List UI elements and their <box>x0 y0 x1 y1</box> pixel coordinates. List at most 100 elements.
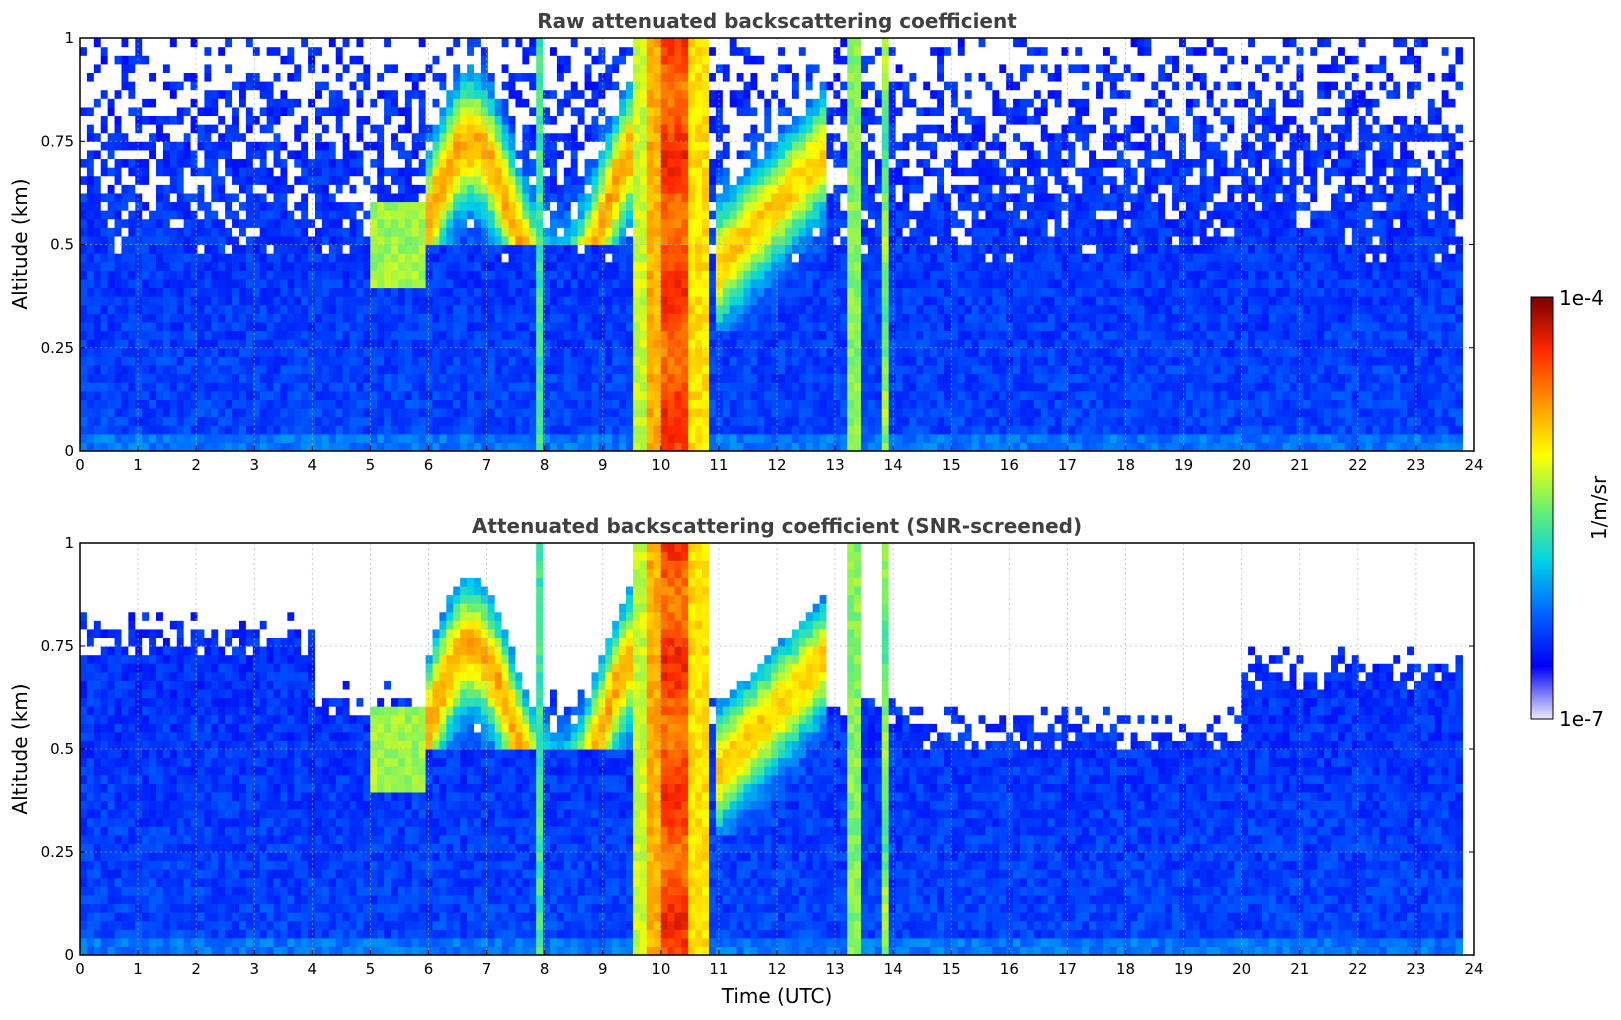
heatmap-cell <box>494 304 503 314</box>
heatmap-cell <box>515 253 523 263</box>
heatmap-cell <box>128 373 136 383</box>
heatmap-cell <box>681 390 689 400</box>
heatmap-cell <box>245 46 254 56</box>
heatmap-cell <box>321 55 330 65</box>
heatmap-cell <box>467 184 475 194</box>
heatmap-cell <box>218 218 226 228</box>
heatmap-cell <box>473 175 482 185</box>
heatmap-cell <box>183 184 192 194</box>
heatmap-cell <box>280 364 288 375</box>
heatmap-cell <box>245 253 254 263</box>
heatmap-cell <box>356 175 364 185</box>
heatmap-cell <box>715 63 724 74</box>
heatmap-cell <box>460 55 468 65</box>
heatmap-cell <box>418 304 427 314</box>
heatmap-cell <box>543 192 551 203</box>
heatmap-cell <box>142 416 150 426</box>
heatmap-cell <box>522 158 530 168</box>
heatmap-cell <box>142 141 150 151</box>
heatmap-cell <box>169 433 178 443</box>
heatmap-cell <box>245 390 254 400</box>
heatmap-cell <box>315 304 323 314</box>
heatmap-cell <box>121 55 129 65</box>
heatmap-cell <box>460 227 468 237</box>
heatmap-cell <box>273 201 282 211</box>
heatmap-cell <box>280 296 288 306</box>
heatmap-cell <box>577 218 586 228</box>
heatmap-cell <box>363 149 371 160</box>
heatmap-cell <box>791 115 800 125</box>
heatmap-cell <box>80 433 88 443</box>
heatmap-cell <box>626 149 634 160</box>
heatmap-cell <box>695 141 703 151</box>
heatmap-cell <box>508 244 517 254</box>
heatmap-cell <box>729 201 738 211</box>
heatmap-cell <box>536 356 544 366</box>
heatmap-cell <box>397 253 406 263</box>
heatmap-cell <box>446 433 454 443</box>
heatmap-cell <box>771 63 779 74</box>
heatmap-cell <box>785 89 793 99</box>
heatmap-cell <box>515 373 523 383</box>
heatmap-cell <box>515 106 523 117</box>
heatmap-cell <box>550 270 558 280</box>
heatmap-cell <box>460 287 468 297</box>
heatmap-cell <box>308 63 316 74</box>
heatmap-cell <box>128 278 136 289</box>
heatmap-cell <box>225 81 233 91</box>
heatmap-cell <box>190 227 199 237</box>
heatmap-cell <box>294 382 302 392</box>
heatmap-cell <box>688 106 696 117</box>
heatmap-cell <box>363 261 371 271</box>
heatmap-cell <box>232 235 240 246</box>
heatmap-cell <box>785 46 793 56</box>
heatmap-cell <box>646 296 655 306</box>
heatmap-cell <box>93 347 102 357</box>
heatmap-cell <box>785 278 793 289</box>
heatmap-cell <box>391 433 399 443</box>
heatmap-cell <box>612 364 620 375</box>
heatmap-cell <box>252 390 261 400</box>
heatmap-cell <box>674 356 682 366</box>
heatmap-cell <box>460 89 468 99</box>
heatmap-cell <box>715 192 724 203</box>
heatmap-cell <box>321 399 330 409</box>
heatmap-cell <box>294 399 302 409</box>
heatmap-cell <box>529 89 537 99</box>
heatmap-cell <box>404 407 413 418</box>
heatmap-cell <box>321 89 330 99</box>
heatmap-cell <box>93 407 102 418</box>
heatmap-cell <box>605 382 613 392</box>
heatmap-cell <box>86 98 95 108</box>
heatmap-cell <box>715 244 724 254</box>
heatmap-cell <box>377 313 385 323</box>
heatmap-cell <box>522 132 530 142</box>
heatmap-cell <box>439 373 447 383</box>
heatmap-cell <box>342 425 351 435</box>
heatmap-cell <box>238 89 247 99</box>
heatmap-cell <box>591 313 599 323</box>
heatmap-cell <box>487 339 496 349</box>
heatmap-cell <box>252 296 261 306</box>
heatmap-cell <box>487 407 496 418</box>
heatmap-cell <box>570 38 579 48</box>
heatmap-cell <box>577 235 586 246</box>
heatmap-cell <box>418 270 427 280</box>
heatmap-cell <box>225 201 233 211</box>
heatmap-cell <box>425 218 434 228</box>
heatmap-cell <box>453 287 461 297</box>
heatmap-cell <box>729 158 738 168</box>
heatmap-cell <box>473 382 482 392</box>
heatmap-cell <box>238 63 247 74</box>
heatmap-cell <box>522 390 530 400</box>
heatmap-cell <box>280 253 288 263</box>
heatmap-cell <box>722 364 731 375</box>
heatmap-cell <box>114 296 123 306</box>
heatmap-cell <box>107 407 116 418</box>
heatmap-cell <box>529 175 537 185</box>
heatmap-cell <box>791 321 800 332</box>
heatmap-cell <box>550 390 558 400</box>
heatmap-cell <box>156 304 164 314</box>
heatmap-cell <box>778 149 786 160</box>
heatmap-cell <box>605 210 613 220</box>
